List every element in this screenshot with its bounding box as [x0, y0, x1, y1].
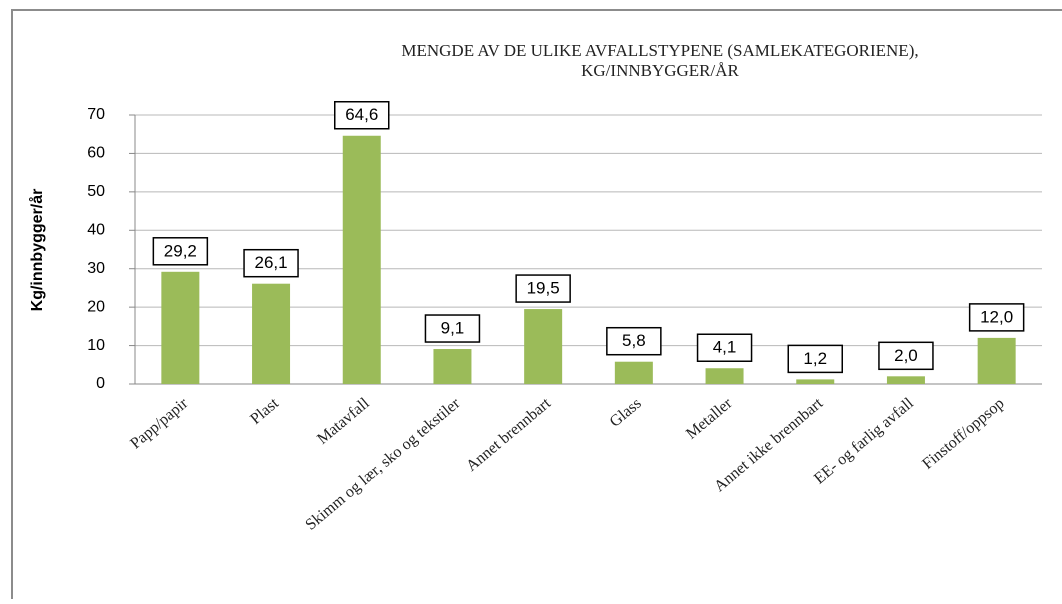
data-label-box	[243, 248, 299, 278]
bar	[614, 361, 653, 384]
data-label-box	[606, 326, 662, 356]
bar	[161, 271, 200, 384]
bar	[796, 379, 835, 384]
bar	[705, 368, 744, 384]
chart-title: KG/INNBYGGER/ÅR	[581, 61, 739, 80]
data-label: 19,5	[527, 279, 560, 298]
data-label: 4,1	[713, 338, 737, 357]
y-tick-label: 20	[87, 298, 105, 315]
bar	[886, 376, 925, 384]
y-tick-label: 70	[87, 106, 105, 123]
data-label-box	[334, 101, 390, 130]
data-label: 9,1	[441, 319, 465, 338]
data-label-box	[424, 314, 481, 343]
data-label-box	[515, 274, 571, 303]
data-label: 2,0	[894, 346, 918, 365]
data-label: 29,2	[164, 241, 197, 260]
bar	[342, 135, 381, 384]
data-label-box	[152, 237, 209, 266]
data-label-box	[878, 341, 934, 371]
data-label: 1,2	[803, 349, 827, 368]
data-label: 26,1	[255, 253, 288, 272]
data-label: 64,6	[345, 105, 378, 124]
y-tick-label: 0	[96, 375, 105, 392]
y-tick-label: 10	[87, 337, 105, 354]
y-tick-label: 50	[87, 183, 105, 200]
bar	[433, 349, 472, 384]
y-axis-label: Kg/innbygger/år	[28, 189, 46, 312]
bar	[977, 337, 1016, 384]
bar	[524, 309, 563, 384]
y-tick-label: 30	[87, 260, 105, 277]
data-label-box	[787, 344, 843, 374]
data-label: 12,0	[980, 307, 1013, 326]
y-tick-label: 40	[87, 222, 105, 239]
data-label-box	[696, 333, 753, 362]
bar	[252, 283, 291, 384]
chart-title: MENGDE AV DE ULIKE AVFALLSTYPENE (SAMLEK…	[401, 41, 918, 60]
data-label-box	[968, 303, 1025, 332]
data-label: 5,8	[622, 331, 646, 350]
y-tick-label: 60	[87, 145, 105, 162]
